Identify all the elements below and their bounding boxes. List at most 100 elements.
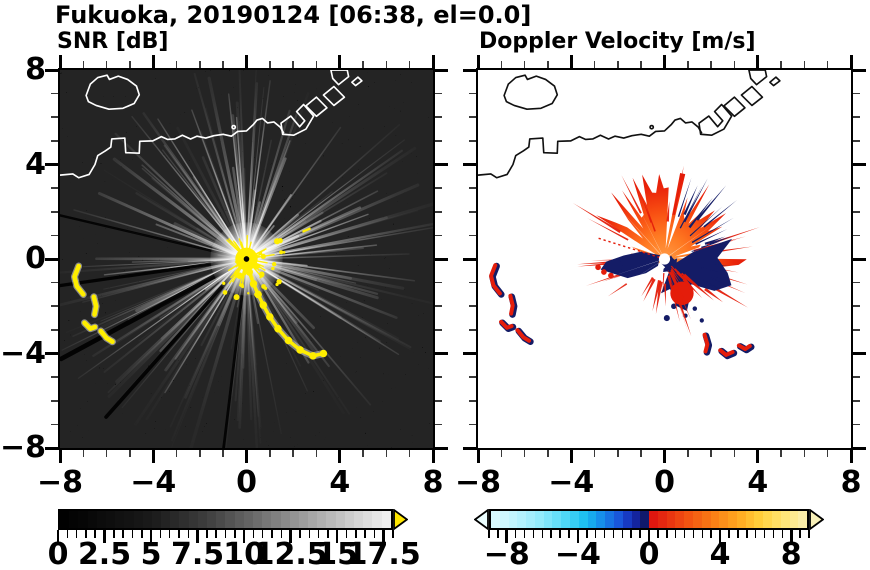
colorbar-segment [499,511,509,528]
axis-tick [435,187,442,189]
axis-tick [853,187,860,189]
axis-tick [435,352,448,355]
velocity-colorbar-tick-label: −4 [554,537,601,570]
axis-tick [51,116,58,119]
colorbar-tick [639,530,641,538]
axis-tick [826,450,829,457]
axis-tick [826,61,829,68]
axis-tick [733,450,736,457]
axis-tick [51,210,58,213]
colorbar-segment [280,511,290,528]
axis-tick [469,376,476,378]
colorbar-segment [692,511,702,528]
axis-tick [523,450,526,457]
axis-tick [199,450,201,457]
colorbar-segment [188,511,198,528]
colorbar-tick [603,530,606,538]
colorbar-segment [534,511,544,528]
axis-tick [663,55,666,68]
axis-tick [500,450,503,457]
axis-tick [500,61,503,68]
x-axis-tick-label: −8 [454,465,501,500]
axis-tick [640,450,642,457]
colorbar-segment [207,511,217,528]
colorbar-tick [149,530,153,543]
colorbar-segment [317,511,327,528]
axis-tick [82,450,85,457]
colorbar-segment [605,511,614,528]
colorbar-segment [578,511,588,528]
colorbar-segment [675,511,685,528]
axis-tick [617,450,619,457]
colorbar-tick [271,530,273,538]
snr-colorbar-tick-label: 7.5 [171,537,225,570]
axis-tick [58,450,62,463]
colorbar-segment [69,511,79,528]
x-axis-tick-label: 4 [329,465,351,500]
colorbar-segment [780,511,790,528]
axis-tick [710,61,712,68]
colorbar-tick [168,530,171,538]
colorbar-segment [657,511,667,528]
colorbar-segment [308,511,318,528]
colorbar-segment [772,511,781,528]
colorbar-tick [710,530,712,538]
colorbar-segment [640,511,650,528]
colorbar-tick [56,530,60,543]
axis-tick [756,55,760,68]
axis-tick [51,234,58,237]
overflow-arrow-icon [809,508,825,531]
axis-tick [853,257,866,261]
axis-tick [853,210,860,213]
colorbar-tick [630,530,632,538]
coastline [60,70,363,179]
axis-tick [853,329,860,331]
axis-tick [853,234,860,237]
colorbar-tick [497,530,499,538]
colorbar-segment [326,511,336,528]
axis-tick [780,61,782,68]
colorbar-segment [754,511,764,528]
axis-tick [51,376,58,378]
axis-tick [435,210,442,213]
axis-tick [175,61,178,68]
colorbar-tick [657,530,659,538]
snr-colorbar-tick-label: 10 [223,537,265,570]
axis-tick [469,187,476,189]
x-axis-tick-label: 0 [236,465,257,500]
axis-tick [315,450,318,457]
colorbar-segment [789,511,799,528]
colorbar-segment [271,511,281,528]
axis-tick [408,61,411,68]
colorbar-tick [364,530,366,538]
snr-colorbar-tick-label: 15 [316,537,359,570]
colorbar-tick [373,530,376,538]
velocity-ppi-canvas [478,70,851,448]
x-axis-tick-label: −8 [36,465,83,500]
colorbar-segment [372,511,382,528]
red-south-cluster [595,264,715,337]
velocity-colorbar-overflow-arrow [809,508,825,531]
axis-tick [435,305,442,308]
axis-tick [853,140,860,142]
axis-tick [269,61,271,68]
axis-tick [780,450,782,457]
colorbar-segment [243,511,253,528]
y-axis-tick-label: 8 [25,52,46,87]
velocity-colorbar-tick-label: 4 [709,537,731,570]
colorbar-tick [647,530,651,543]
axis-tick [853,446,866,450]
axis-tick [853,163,866,166]
velocity-fan-positive [596,173,747,277]
colorbar-segment [197,511,207,528]
island-clutter-arcs [70,262,116,346]
axis-tick [569,450,573,463]
axis-tick [853,305,860,308]
snr-colorbar-tick-label: 5 [140,537,162,570]
axis-tick [853,68,866,72]
axis-tick [51,329,58,331]
axis-tick [469,116,476,119]
axis-tick [51,281,58,284]
colorbar-segment [526,511,535,528]
colorbar-tick [594,530,597,538]
